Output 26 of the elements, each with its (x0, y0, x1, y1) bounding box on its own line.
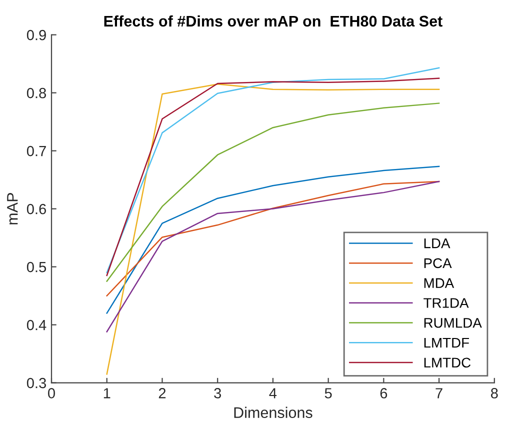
y-tick-label: 0.3 (26, 378, 46, 388)
y-tick-label: 0.9 (26, 30, 46, 40)
x-tick-label: 2 (158, 388, 166, 398)
x-tick-label: 1 (104, 388, 110, 398)
y-tick-label: 0.7 (26, 146, 46, 156)
y-tick-label: 0.4 (26, 320, 46, 330)
x-tick-label: 4 (269, 388, 277, 398)
x-tick-label: 5 (324, 388, 332, 398)
y-tick-label: 0.8 (26, 88, 46, 98)
legend-label: MDA (424, 278, 454, 288)
legend-label: RUMLDA (424, 318, 482, 328)
x-tick-label: 8 (490, 388, 498, 398)
legend-label: TR1DA (424, 298, 469, 308)
x-tick-label: 7 (436, 388, 442, 398)
x-tick-label: 3 (214, 388, 221, 398)
x-tick-label: 6 (380, 388, 388, 398)
y-tick-label: 0.5 (26, 262, 46, 272)
chart-title: Effects of #Dims over mAP on ETH80 Data Set (104, 15, 442, 27)
y-axis-title: mAP (7, 193, 18, 224)
legend-label: LMTDF (424, 338, 469, 348)
legend-label: PCA (424, 258, 452, 268)
y-tick-label: 0.6 (26, 204, 46, 214)
legend-label: LDA (424, 238, 450, 248)
legend-label: LMTDC (424, 358, 471, 368)
x-axis-title: Dimensions (234, 406, 312, 418)
x-tick-label: 0 (48, 388, 55, 398)
